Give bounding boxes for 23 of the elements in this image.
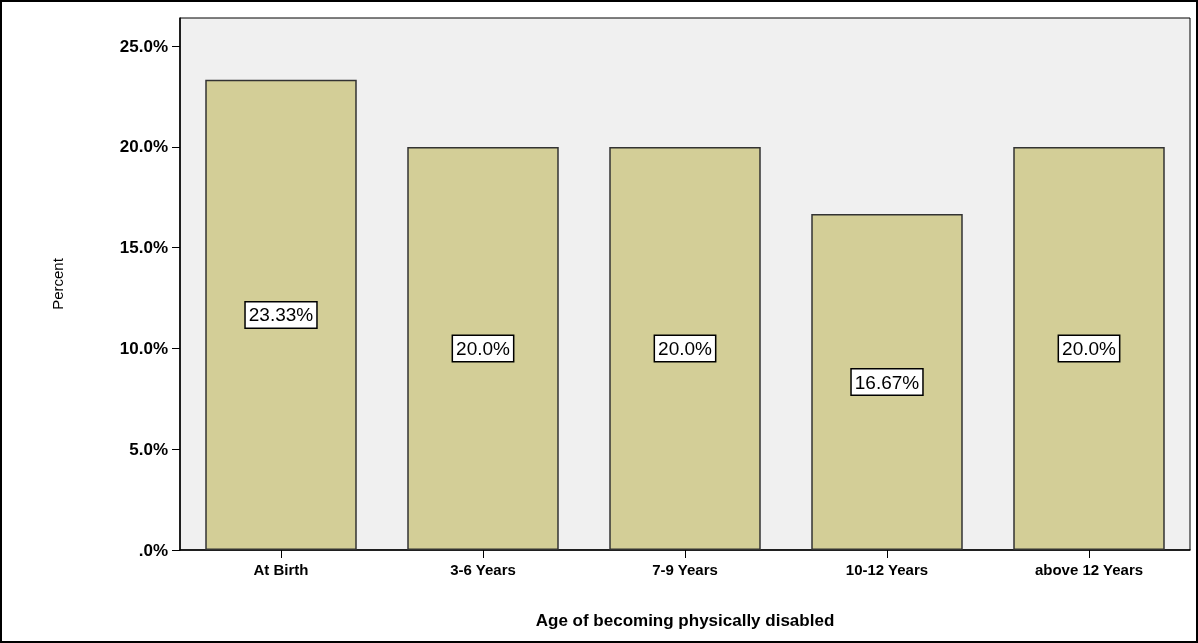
data-label: 20.0% [1062, 337, 1117, 359]
data-label: 23.33% [248, 304, 314, 326]
y-axis-title: Percent [49, 257, 66, 310]
y-tick-label: 10.0% [119, 338, 168, 358]
y-tick-label: 5.0% [129, 439, 168, 459]
y-tick-label: 15.0% [119, 238, 168, 258]
bar [205, 79, 357, 550]
bar [811, 214, 963, 550]
data-label: 20.0% [456, 337, 511, 359]
y-tick-label: 25.0% [119, 36, 168, 56]
x-tick-label: 10-12 Years [845, 561, 929, 578]
bar [609, 146, 761, 550]
x-tick-label: above 12 Years [1034, 561, 1144, 578]
x-tick-label: 7-9 Years [652, 561, 718, 578]
bar [407, 146, 559, 550]
bar [1013, 146, 1165, 550]
x-tick-label: At Birth [253, 561, 309, 578]
data-label: 16.67% [854, 371, 920, 393]
x-axis-title: Age of becoming physically disabled [535, 611, 835, 630]
y-tick-label: 20.0% [119, 137, 168, 157]
x-tick-label: 3-6 Years [450, 561, 516, 578]
y-tick-label: .0% [138, 540, 168, 560]
data-label: 20.0% [658, 337, 713, 359]
